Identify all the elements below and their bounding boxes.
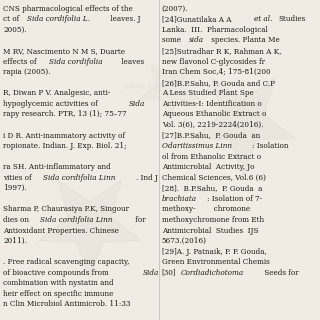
Text: species. Planta Me: species. Planta Me	[209, 36, 279, 44]
Text: CNS pharmacological effects of the: CNS pharmacological effects of the	[3, 5, 133, 13]
Text: leaves. J: leaves. J	[108, 15, 141, 23]
Text: [24]Gunatilaka A A: [24]Gunatilaka A A	[162, 15, 233, 23]
Text: combination with nystatin and: combination with nystatin and	[3, 279, 114, 287]
Text: Sida cordifolia L.: Sida cordifolia L.	[27, 15, 90, 23]
Text: rapia (2005).: rapia (2005).	[3, 68, 51, 76]
Text: Sida cordifolia: Sida cordifolia	[50, 58, 103, 66]
Text: Antimicrobial  Studies  IJS: Antimicrobial Studies IJS	[162, 227, 258, 235]
Text: Antioxidant Properties. Chinese: Antioxidant Properties. Chinese	[3, 227, 119, 235]
Text: ct of: ct of	[3, 15, 22, 23]
Text: dies on: dies on	[3, 216, 31, 224]
Text: methoxychromone from Eth: methoxychromone from Eth	[162, 216, 264, 224]
Text: 2011).: 2011).	[3, 237, 27, 245]
Text: Antimicrobial  Activity, Jo: Antimicrobial Activity, Jo	[162, 163, 254, 171]
Text: [28].  B.P.Sahu,  P. Gouda  a: [28]. B.P.Sahu, P. Gouda a	[162, 184, 262, 192]
Text: [26]B.P.Sahu, P. Gouda and C.P: [26]B.P.Sahu, P. Gouda and C.P	[162, 79, 275, 87]
Text: 2005).: 2005).	[3, 26, 27, 34]
Text: for: for	[133, 216, 146, 224]
Text: [29]A. J. Patnaik, P. P. Gouda,: [29]A. J. Patnaik, P. P. Gouda,	[162, 248, 266, 256]
Text: ropionate. Indian. J. Exp. Biol. 21;: ropionate. Indian. J. Exp. Biol. 21;	[3, 142, 127, 150]
Text: i D R. Anti-inammatory activity of: i D R. Anti-inammatory activity of	[3, 132, 125, 140]
Text: : Isolation: : Isolation	[252, 142, 288, 150]
Text: R, Diwan P V. Analgesic, anti-: R, Diwan P V. Analgesic, anti-	[3, 89, 111, 97]
Text: Green Environmental Chemis: Green Environmental Chemis	[162, 258, 269, 266]
Text: rapy research. PTR, 13 (1); 75–77: rapy research. PTR, 13 (1); 75–77	[3, 110, 127, 118]
Text: Lanka.  III.  Pharmacological: Lanka. III. Pharmacological	[162, 26, 268, 34]
Text: [30]: [30]	[162, 269, 176, 277]
Text: Vol. 3(6), 2219-2224(2016).: Vol. 3(6), 2219-2224(2016).	[162, 121, 263, 129]
Text: some: some	[162, 36, 183, 44]
Polygon shape	[139, 64, 200, 122]
Text: [27]B.P.Sahu,  P. Gouda  an: [27]B.P.Sahu, P. Gouda an	[162, 132, 260, 140]
Text: brachiata: brachiata	[162, 195, 197, 203]
Text: Chemical Sciences, Vol.6 (6): Chemical Sciences, Vol.6 (6)	[162, 174, 266, 182]
Text: n Clin Microbiol Antimicrob. 11:33: n Clin Microbiol Antimicrob. 11:33	[3, 300, 131, 308]
Text: Aqueous Ethanolic Extract o: Aqueous Ethanolic Extract o	[162, 110, 266, 118]
Text: sida: sida	[189, 36, 204, 44]
Text: methoxy-        chromone: methoxy- chromone	[162, 205, 250, 213]
Text: Odaritissimus Linn: Odaritissimus Linn	[162, 142, 232, 150]
Text: . Free radical scavenging capacity,: . Free radical scavenging capacity,	[3, 258, 130, 266]
Text: leaves: leaves	[119, 58, 144, 66]
Text: ra SH. Anti-inflammatory and: ra SH. Anti-inflammatory and	[3, 163, 111, 171]
Polygon shape	[38, 180, 141, 278]
Text: heir effect on specific immune: heir effect on specific immune	[3, 290, 114, 298]
Text: www.ijs: www.ijs	[122, 81, 159, 92]
Text: Cordiadichotoma: Cordiadichotoma	[180, 269, 244, 277]
Text: hypoglycemic activities of: hypoglycemic activities of	[3, 100, 100, 108]
Text: vities of: vities of	[3, 174, 34, 182]
Text: Seeds for: Seeds for	[262, 269, 299, 277]
Text: Sharma P, Chaurasiya P.K, Singour: Sharma P, Chaurasiya P.K, Singour	[3, 205, 129, 213]
Text: et al.: et al.	[254, 15, 273, 23]
Text: Activities-I: Identification o: Activities-I: Identification o	[162, 100, 261, 108]
Text: Sida: Sida	[142, 269, 159, 277]
Polygon shape	[191, 77, 295, 176]
Text: A Less Studied Plant Spe: A Less Studied Plant Spe	[162, 89, 253, 97]
Text: (2007).: (2007).	[162, 5, 188, 13]
Text: Sida cordifolia Linn: Sida cordifolia Linn	[40, 216, 112, 224]
Text: Sida cordifolia Linn: Sida cordifolia Linn	[43, 174, 116, 182]
Text: effects of: effects of	[3, 58, 39, 66]
Text: ol from Ethanolic Extract o: ol from Ethanolic Extract o	[162, 153, 261, 161]
Text: Studies: Studies	[278, 15, 305, 23]
Text: [25]Sutradhar R K, Rahman A K,: [25]Sutradhar R K, Rahman A K,	[162, 47, 281, 55]
Text: of bioactive compounds from: of bioactive compounds from	[3, 269, 111, 277]
Text: Sida: Sida	[128, 100, 145, 108]
Text: 5673.(2016): 5673.(2016)	[162, 237, 207, 245]
Text: . Ind J: . Ind J	[136, 174, 158, 182]
Text: M RV, Nascimento N M S, Duarte: M RV, Nascimento N M S, Duarte	[3, 47, 125, 55]
Text: Iran Chem Soc,4; 175-81(200: Iran Chem Soc,4; 175-81(200	[162, 68, 270, 76]
Text: : Isolation of 7-: : Isolation of 7-	[207, 195, 262, 203]
Text: new flavonol C-glycosides fr: new flavonol C-glycosides fr	[162, 58, 265, 66]
Text: 1997).: 1997).	[3, 184, 27, 192]
